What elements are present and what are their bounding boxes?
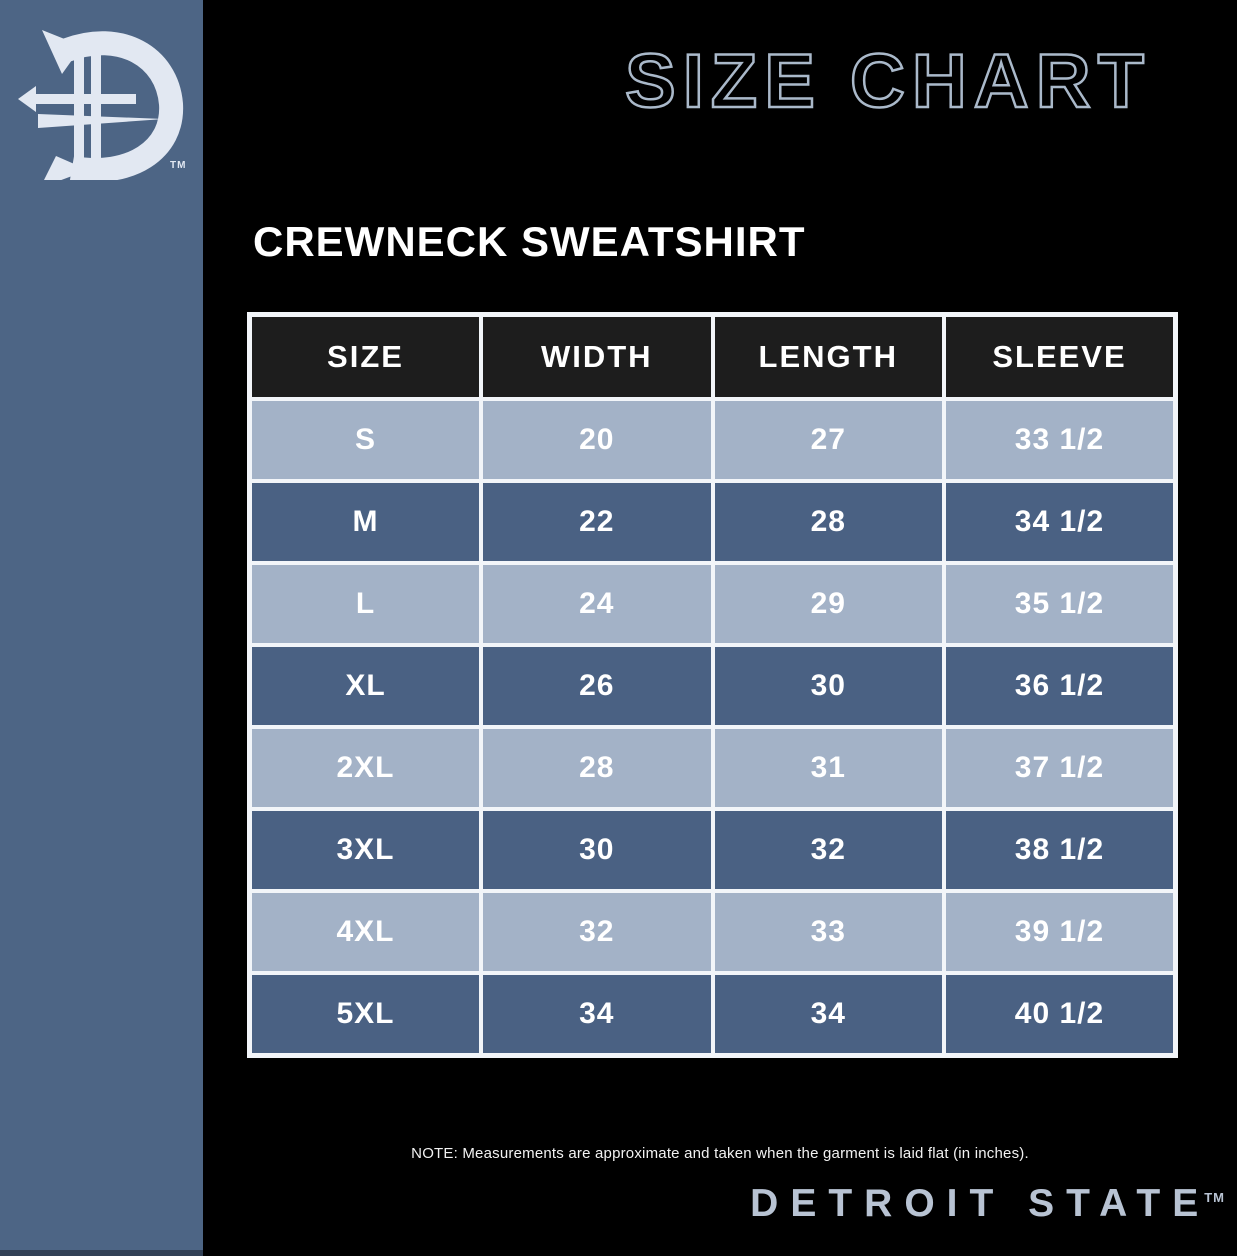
sleeve-cell: 34 1/2 [942,479,1178,565]
sleeve-cell: 39 1/2 [942,889,1178,975]
sleeve-cell: 35 1/2 [942,561,1178,647]
brand-trademark: TM [1204,1190,1225,1205]
width-cell: 24 [479,561,715,647]
length-cell: 34 [710,971,946,1058]
length-cell: 31 [710,725,946,811]
size-cell: 5XL [247,971,483,1058]
width-cell: 32 [479,889,715,975]
logo-trademark: TM [170,160,187,171]
size-cell: 3XL [247,807,483,893]
col-header-width: WIDTH [479,312,715,401]
sleeve-cell: 40 1/2 [942,971,1178,1058]
col-header-sleeve: SLEEVE [942,312,1178,401]
sleeve-cell: 38 1/2 [942,807,1178,893]
table-row: L 24 29 35 1/2 [247,561,1178,647]
width-cell: 20 [479,397,715,483]
col-header-length: LENGTH [710,312,946,401]
table-row: 4XL 32 33 39 1/2 [247,889,1178,975]
sidebar: TM [0,0,203,1256]
size-cell: M [247,479,483,565]
col-header-size: SIZE [247,312,483,401]
width-cell: 22 [479,479,715,565]
table-row: 3XL 30 32 38 1/2 [247,807,1178,893]
width-cell: 34 [479,971,715,1058]
size-table: SIZE WIDTH LENGTH SLEEVE S 20 27 33 1/2 … [247,312,1178,1058]
logo-container: TM [12,22,190,180]
width-cell: 28 [479,725,715,811]
length-cell: 28 [710,479,946,565]
size-cell: 2XL [247,725,483,811]
width-cell: 26 [479,643,715,729]
table-header-row: SIZE WIDTH LENGTH SLEEVE [247,312,1178,401]
sleeve-cell: 36 1/2 [942,643,1178,729]
width-cell: 30 [479,807,715,893]
size-cell: S [247,397,483,483]
size-cell: XL [247,643,483,729]
size-cell: 4XL [247,889,483,975]
table-row: XL 26 30 36 1/2 [247,643,1178,729]
sleeve-cell: 33 1/2 [942,397,1178,483]
detroit-d-logo-icon [18,30,184,180]
product-title: CREWNECK SWEATSHIRT [253,218,806,265]
table-row: S 20 27 33 1/2 [247,397,1178,483]
table-row: 5XL 34 34 40 1/2 [247,971,1178,1058]
sleeve-cell: 37 1/2 [942,725,1178,811]
brand-name: DETROIT STATE [750,1182,1211,1225]
measurement-note: NOTE: Measurements are approximate and t… [411,1145,1029,1162]
size-cell: L [247,561,483,647]
length-cell: 29 [710,561,946,647]
length-cell: 33 [710,889,946,975]
length-cell: 32 [710,807,946,893]
brand-wordmark: DETROIT STATETM [750,1182,1225,1226]
size-table-container: SIZE WIDTH LENGTH SLEEVE S 20 27 33 1/2 … [247,312,1178,1058]
page-title: SIZE CHART [624,38,1151,126]
table-row: 2XL 28 31 37 1/2 [247,725,1178,811]
length-cell: 27 [710,397,946,483]
length-cell: 30 [710,643,946,729]
table-row: M 22 28 34 1/2 [247,479,1178,565]
